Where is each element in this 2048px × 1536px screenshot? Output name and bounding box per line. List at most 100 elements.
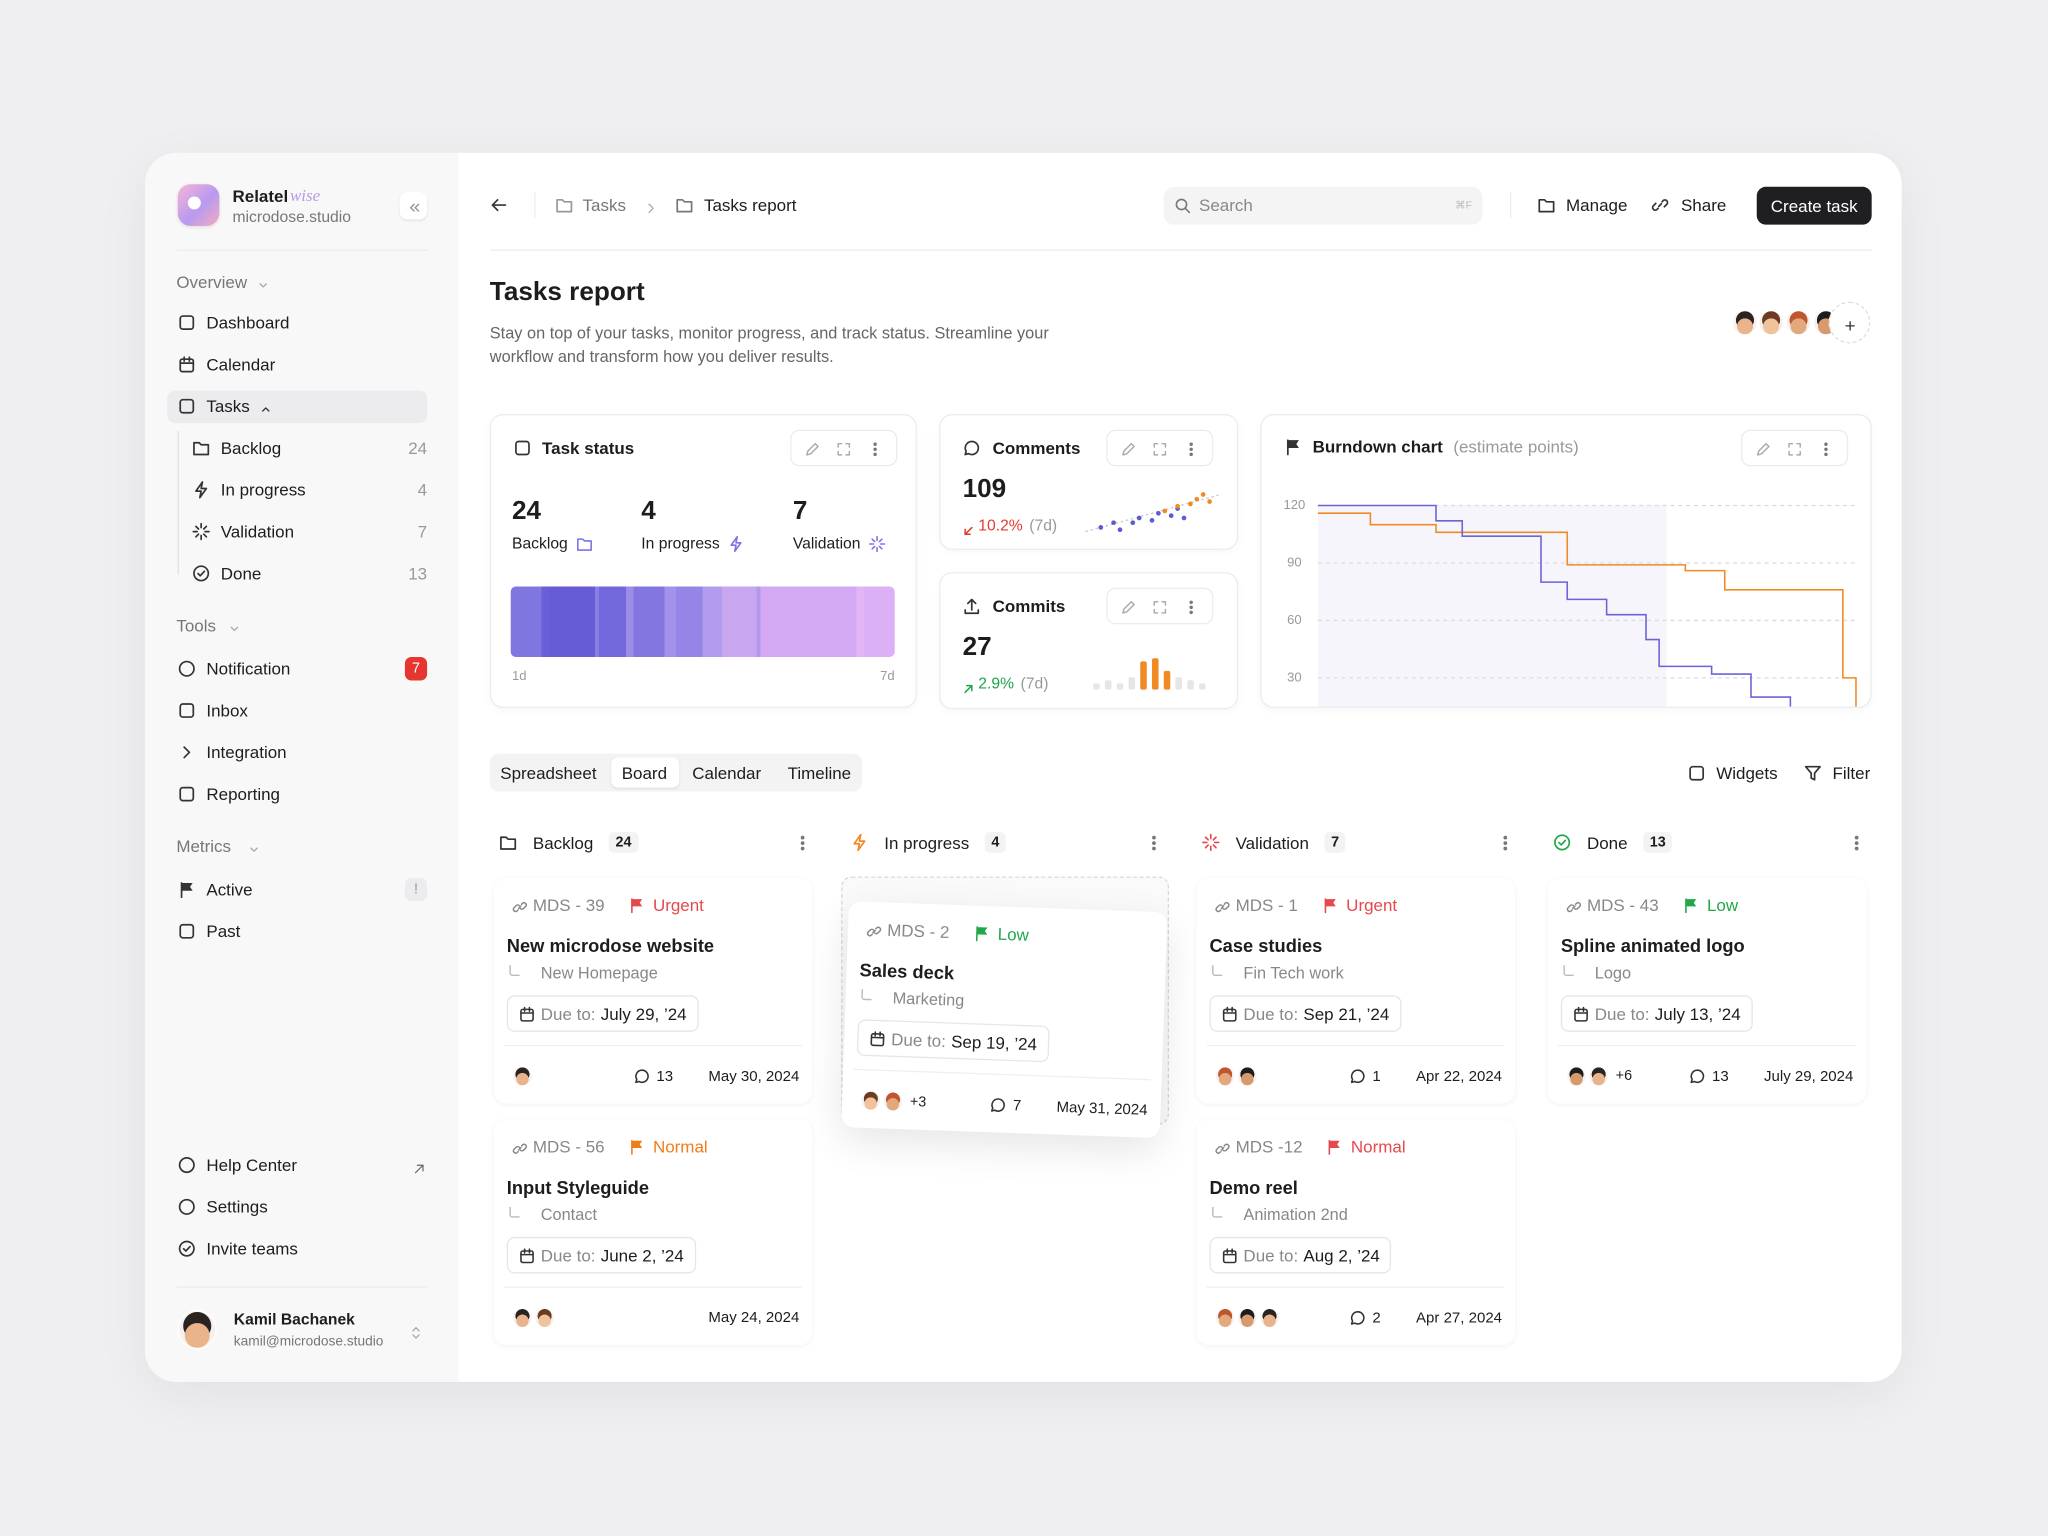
icon-part — [1574, 1006, 1588, 1014]
icon-part — [1222, 1247, 1237, 1255]
nav-item[interactable]: Notification — [206, 658, 291, 679]
icon-glyph — [1566, 901, 1581, 912]
icon-part — [1189, 452, 1193, 457]
icon-part — [179, 703, 195, 718]
icon-glyph — [1215, 901, 1230, 912]
icon-part — [964, 526, 973, 535]
icon-glyph — [1189, 442, 1193, 457]
due-label: Due to: — [1243, 1003, 1299, 1024]
action-button[interactable]: Share — [1680, 195, 1727, 215]
row: In progress — [641, 534, 744, 552]
task-card[interactable]: MDS -12 Normal Demo reel Animation 2nd Due t… — [1196, 1119, 1516, 1346]
nav-count: 24 — [408, 438, 428, 458]
icon-part — [1854, 840, 1858, 845]
icon — [1842, 315, 1856, 330]
row: In progress 4 — [884, 831, 1006, 853]
tab[interactable]: Spreadsheet — [500, 763, 597, 784]
nav-item[interactable]: Past — [206, 921, 241, 942]
task-card[interactable]: MDS - 56 Normal Input Styleguide Contact Due… — [493, 1119, 813, 1346]
nav-subitem[interactable]: Validation — [220, 521, 295, 542]
task-card[interactable]: MDS - 1 Urgent Case studies Fin Tech work Du… — [1196, 877, 1516, 1104]
row: MDS - 43 Low — [1566, 895, 1738, 915]
tab[interactable]: Calendar — [692, 763, 762, 784]
icon-part — [1690, 1069, 1704, 1084]
icon-part — [1222, 1249, 1237, 1263]
divider — [1558, 1044, 1856, 1047]
icon-glyph — [520, 1006, 534, 1022]
card-date: Apr 27, 2024 — [1416, 1310, 1503, 1326]
tab[interactable]: Board — [621, 763, 668, 784]
icon-glyph — [1502, 835, 1507, 850]
icon-part — [520, 1007, 534, 1022]
row: Done 13 — [1587, 831, 1673, 853]
nav-item[interactable]: Active — [206, 879, 253, 900]
column-count: 4 — [984, 831, 1006, 853]
range-label: 1d — [511, 669, 527, 684]
icon — [408, 1322, 422, 1339]
icon-part — [409, 202, 419, 212]
widget-title: Commits — [992, 596, 1066, 616]
tab[interactable]: Timeline — [787, 763, 852, 784]
icon-part — [1215, 901, 1230, 912]
icon — [507, 1206, 523, 1222]
task-project: New Homepage — [540, 963, 658, 983]
row: MDS - 56 Normal — [512, 1137, 708, 1157]
icon-glyph — [409, 202, 419, 212]
divider — [176, 249, 428, 251]
nav-item[interactable]: Dashboard — [206, 312, 290, 333]
widget-tools[interactable] — [1106, 429, 1214, 467]
icon-part — [500, 836, 517, 850]
action-button[interactable]: Manage — [1566, 195, 1628, 215]
icon-glyph — [500, 836, 517, 850]
icon-part — [1804, 765, 1821, 781]
icon — [192, 522, 210, 541]
nav-item[interactable]: Tasks — [206, 396, 250, 416]
icon-glyph — [837, 442, 851, 456]
nav-item[interactable]: Invite teams — [206, 1238, 298, 1259]
add-member[interactable] — [1828, 301, 1871, 344]
icon-glyph — [230, 626, 239, 631]
breadcrumb[interactable]: Tasks — [582, 195, 626, 215]
card-date: May 31, 2024 — [1056, 1099, 1148, 1119]
icon-part — [870, 1030, 885, 1038]
icon-part — [179, 315, 195, 330]
icon-part — [179, 923, 195, 939]
icon-part — [631, 899, 643, 913]
icon-part — [1329, 1140, 1341, 1155]
icon-part — [1502, 846, 1507, 850]
task-card[interactable]: MDS - 43 Low Spline animated logo Logo Due t… — [1547, 877, 1867, 1104]
nav-item[interactable]: Settings — [206, 1197, 268, 1217]
nav-item[interactable]: Calendar — [206, 354, 276, 375]
widget-tools[interactable] — [790, 429, 898, 467]
row: 2.9% (7d) — [963, 674, 1048, 693]
icon-part — [182, 1245, 191, 1252]
card-meta: May 24, 2024 — [708, 1310, 799, 1326]
nav-subitem[interactable]: Backlog — [220, 438, 282, 458]
nav-subitem[interactable]: Done — [220, 563, 262, 584]
scatter-point — [1194, 496, 1200, 502]
icon-glyph — [1215, 1143, 1230, 1154]
widget-tools[interactable] — [1741, 429, 1849, 467]
icon-glyph — [990, 1098, 1005, 1112]
icon-part — [647, 202, 654, 213]
tool-button[interactable]: Widgets — [1716, 763, 1778, 784]
nav-item[interactable]: Reporting — [206, 784, 280, 804]
nav-item[interactable]: Inbox — [206, 700, 248, 721]
widget-tools[interactable] — [1106, 587, 1214, 625]
icon — [963, 597, 981, 615]
tool-button[interactable]: Filter — [1832, 763, 1871, 784]
user-email: kamil@microdose.studio — [233, 1333, 384, 1350]
task-card[interactable]: MDS - 39 Urgent New microdose website New H… — [493, 877, 813, 1104]
scatter-point — [1111, 520, 1116, 526]
nav-item[interactable]: Integration — [206, 742, 287, 763]
task-card[interactable]: MDS - 2 Low Sales deck Marketing Due to: Sep … — [841, 901, 1168, 1139]
section-title: Tools — [176, 615, 216, 636]
icon-glyph — [195, 481, 208, 499]
search-box[interactable] — [1163, 186, 1483, 225]
icon-part — [1189, 600, 1193, 605]
nav-subitem[interactable]: In progress — [220, 479, 306, 500]
primary-button[interactable]: Create task — [1756, 186, 1872, 225]
nav-item[interactable]: Help Center — [206, 1155, 297, 1175]
collapse-button[interactable] — [399, 191, 428, 220]
icon-glyph — [1174, 197, 1190, 213]
